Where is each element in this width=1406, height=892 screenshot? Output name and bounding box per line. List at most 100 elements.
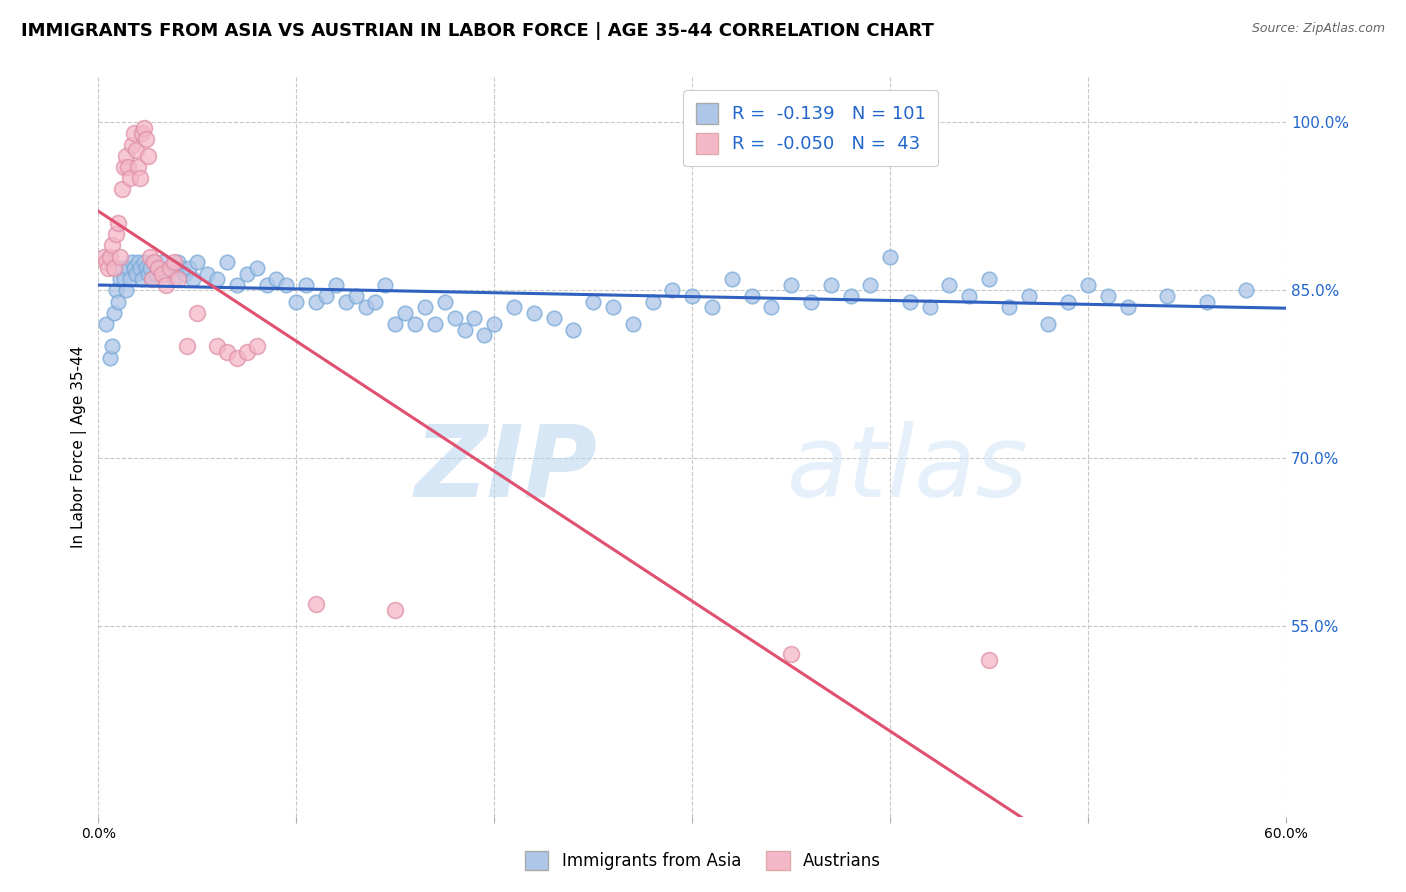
Point [1077, 277, 1099, 292]
Point [720, 272, 742, 286]
Point [463, 311, 485, 326]
Point [146, 260, 169, 275]
Point [118, 171, 141, 186]
Point [162, 272, 184, 286]
Text: Source: ZipAtlas.com: Source: ZipAtlas.com [1251, 22, 1385, 36]
Point [384, 317, 406, 331]
Point [96, 255, 118, 269]
Point [621, 317, 644, 331]
Point [295, 277, 318, 292]
Point [582, 294, 605, 309]
Point [139, 250, 162, 264]
Point [98, 250, 121, 264]
Text: IMMIGRANTS FROM ASIA VS AUSTRIAN IN LABOR FORCE | AGE 35-44 CORRELATION CHART: IMMIGRANTS FROM ASIA VS AUSTRIAN IN LABO… [21, 22, 934, 40]
Point [159, 260, 181, 275]
Point [918, 300, 941, 314]
Point [246, 260, 269, 275]
Point [115, 283, 138, 297]
Point [236, 267, 259, 281]
Point [136, 149, 159, 163]
Point [170, 260, 193, 275]
Point [159, 260, 181, 275]
Legend: Immigrants from Asia, Austrians: Immigrants from Asia, Austrians [519, 844, 887, 877]
Point [780, 648, 803, 662]
Point [761, 300, 783, 314]
Point [820, 277, 842, 292]
Point [839, 289, 862, 303]
Point [433, 294, 456, 309]
Point [413, 300, 436, 314]
Point [800, 294, 823, 309]
Point [132, 255, 155, 269]
Point [141, 272, 163, 286]
Point [136, 267, 159, 281]
Point [266, 272, 288, 286]
Point [325, 277, 347, 292]
Point [97, 260, 120, 275]
Y-axis label: In Labor Force | Age 35-44: In Labor Force | Age 35-44 [72, 346, 87, 549]
Legend: R =  -0.139   N = 101, R =  -0.050   N =  43: R = -0.139 N = 101, R = -0.050 N = 43 [683, 90, 938, 166]
Point [661, 283, 683, 297]
Point [125, 143, 148, 157]
Point [101, 238, 124, 252]
Point [1116, 300, 1139, 314]
Point [246, 339, 269, 353]
Point [98, 351, 121, 365]
Point [215, 345, 238, 359]
Point [1195, 294, 1218, 309]
Point [741, 289, 763, 303]
Point [107, 294, 129, 309]
Point [111, 260, 134, 275]
Point [681, 289, 703, 303]
Point [117, 260, 139, 275]
Point [384, 602, 406, 616]
Point [166, 255, 188, 269]
Point [142, 255, 165, 269]
Point [142, 255, 165, 269]
Point [131, 127, 153, 141]
Point [780, 277, 803, 292]
Point [145, 267, 167, 281]
Point [453, 322, 475, 336]
Point [957, 289, 980, 303]
Point [183, 272, 205, 286]
Point [1018, 289, 1040, 303]
Point [1156, 289, 1178, 303]
Point [150, 255, 173, 269]
Point [236, 345, 259, 359]
Point [105, 227, 128, 242]
Point [139, 260, 162, 275]
Point [562, 322, 585, 336]
Point [1097, 289, 1119, 303]
Point [162, 255, 184, 269]
Point [215, 255, 238, 269]
Point [641, 294, 664, 309]
Point [174, 267, 197, 281]
Point [374, 277, 396, 292]
Point [127, 255, 149, 269]
Point [117, 160, 139, 174]
Point [103, 306, 125, 320]
Point [146, 260, 169, 275]
Point [101, 339, 124, 353]
Point [305, 597, 328, 611]
Point [176, 339, 198, 353]
Point [112, 272, 135, 286]
Point [977, 272, 1000, 286]
Point [195, 267, 218, 281]
Point [998, 300, 1021, 314]
Point [135, 132, 157, 146]
Point [108, 250, 131, 264]
Point [700, 300, 723, 314]
Point [96, 317, 118, 331]
Point [315, 289, 337, 303]
Point [205, 272, 228, 286]
Point [977, 653, 1000, 667]
Point [121, 255, 143, 269]
Point [276, 277, 298, 292]
Point [443, 311, 465, 326]
Point [118, 272, 141, 286]
Point [256, 277, 278, 292]
Point [132, 120, 155, 135]
Point [335, 294, 357, 309]
